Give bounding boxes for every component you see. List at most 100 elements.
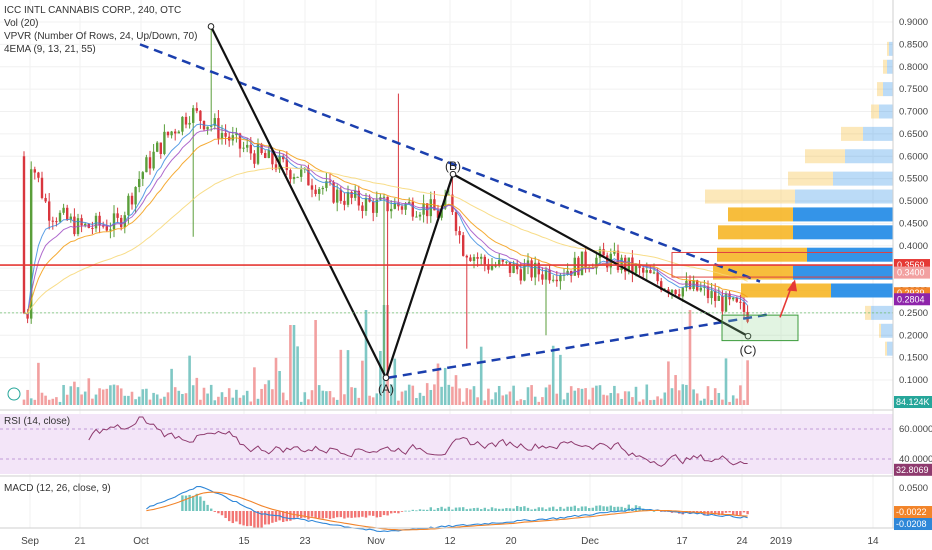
candle-body bbox=[397, 202, 400, 207]
candle-body bbox=[134, 187, 137, 205]
volume-bar bbox=[551, 345, 555, 405]
volume-bar bbox=[22, 399, 26, 405]
candle-body bbox=[692, 280, 695, 289]
volume-bar bbox=[440, 386, 443, 405]
volume-bar bbox=[170, 368, 173, 405]
volume-bar bbox=[587, 399, 591, 405]
x-tick-label: Dec bbox=[581, 536, 599, 547]
volume-bar bbox=[267, 380, 271, 405]
volume-bar bbox=[677, 390, 681, 405]
macd-histogram-bar bbox=[559, 506, 562, 511]
macd-histogram-bar bbox=[274, 511, 278, 522]
candle-body bbox=[249, 144, 252, 154]
volume-bar bbox=[116, 385, 119, 405]
macd-histogram-bar bbox=[357, 511, 360, 518]
volume-bar bbox=[487, 388, 490, 405]
macd-histogram-bar bbox=[375, 511, 378, 518]
candle-body bbox=[69, 216, 72, 220]
candle-body bbox=[300, 169, 303, 177]
volume-bar bbox=[472, 386, 476, 405]
volume-badge bbox=[894, 396, 932, 408]
candle-body bbox=[181, 116, 184, 132]
price-tick-label: 0.7500 bbox=[899, 84, 928, 95]
macd-histogram-bar bbox=[339, 511, 342, 518]
x-tick-label: 24 bbox=[736, 536, 748, 547]
rsi-tick-label: 40.0000 bbox=[899, 454, 932, 465]
volume-bar bbox=[220, 392, 224, 405]
volume-bar bbox=[530, 385, 533, 405]
candle-body bbox=[94, 215, 98, 229]
volume-bar bbox=[713, 388, 717, 405]
candle-body bbox=[350, 192, 353, 198]
candle-body bbox=[40, 177, 44, 198]
volume-bar bbox=[544, 387, 548, 405]
candle-body bbox=[91, 227, 94, 229]
x-tick-label: Sep bbox=[21, 536, 39, 547]
vpvr-down-bar bbox=[885, 341, 887, 356]
candle-body bbox=[685, 280, 688, 288]
volume-bar bbox=[127, 395, 130, 405]
volume-bar bbox=[328, 391, 332, 405]
candle-body bbox=[642, 267, 645, 273]
macd-histogram-bar bbox=[537, 507, 540, 511]
volume-bar bbox=[692, 389, 695, 405]
vpvr-down-bar bbox=[871, 104, 879, 119]
volume-bar bbox=[379, 350, 382, 405]
macd-histogram-bar bbox=[224, 511, 227, 518]
candle-body bbox=[580, 251, 584, 276]
candle-body bbox=[656, 272, 659, 282]
volume-bar bbox=[674, 375, 677, 405]
candle-body bbox=[393, 202, 396, 209]
candle-body bbox=[706, 286, 710, 299]
volume-bar bbox=[87, 378, 91, 405]
volume-bar bbox=[728, 401, 731, 405]
vpvr-down-bar bbox=[788, 171, 833, 186]
volume-bar bbox=[317, 385, 321, 405]
macd-histogram-bar bbox=[534, 508, 537, 511]
candle-body bbox=[354, 190, 357, 198]
candle-body bbox=[436, 210, 440, 218]
volume-bar bbox=[152, 392, 155, 405]
candle-body bbox=[264, 153, 267, 158]
wave-point bbox=[207, 23, 215, 30]
candle-body bbox=[130, 195, 134, 205]
volume-bar bbox=[519, 399, 523, 405]
candle-body bbox=[148, 157, 152, 169]
candle-body bbox=[501, 259, 504, 262]
candle-body bbox=[102, 225, 105, 227]
candle-body bbox=[224, 132, 227, 137]
volume-bar bbox=[310, 390, 314, 405]
macd-histogram-bar bbox=[361, 511, 364, 517]
volume-bar bbox=[425, 383, 429, 405]
volume-bar bbox=[173, 387, 177, 405]
volume-bar bbox=[134, 399, 137, 405]
macd-histogram-bar bbox=[213, 511, 216, 512]
candle-body bbox=[120, 217, 123, 228]
rsi-badge-label: 32.8069 bbox=[896, 465, 929, 475]
macd-histogram-bar bbox=[631, 507, 634, 511]
candle-body bbox=[595, 257, 598, 269]
macd-histogram-bar bbox=[415, 510, 418, 512]
volume-bar bbox=[649, 400, 652, 405]
volume-bar bbox=[483, 400, 487, 405]
price-badge-label: 0.2939 bbox=[897, 288, 925, 298]
macd-histogram-bar bbox=[300, 511, 303, 519]
candle-body bbox=[451, 194, 454, 213]
volume-bar bbox=[202, 387, 206, 405]
candle-body bbox=[156, 142, 159, 152]
candle-body bbox=[163, 131, 166, 154]
candle-body bbox=[274, 164, 278, 170]
candle-body bbox=[519, 269, 522, 281]
macd-histogram-bar bbox=[264, 511, 267, 525]
candle-body bbox=[375, 199, 378, 213]
volume-bar bbox=[667, 361, 670, 405]
price-tick-label: 0.5500 bbox=[899, 174, 928, 185]
candle-body bbox=[260, 144, 263, 154]
macd-badge bbox=[894, 518, 932, 531]
candle-body bbox=[271, 149, 274, 165]
macd-histogram-bar bbox=[296, 511, 299, 518]
macd-histogram-bar bbox=[451, 509, 454, 511]
volume-bar bbox=[541, 397, 544, 405]
volume-bar bbox=[83, 391, 87, 405]
